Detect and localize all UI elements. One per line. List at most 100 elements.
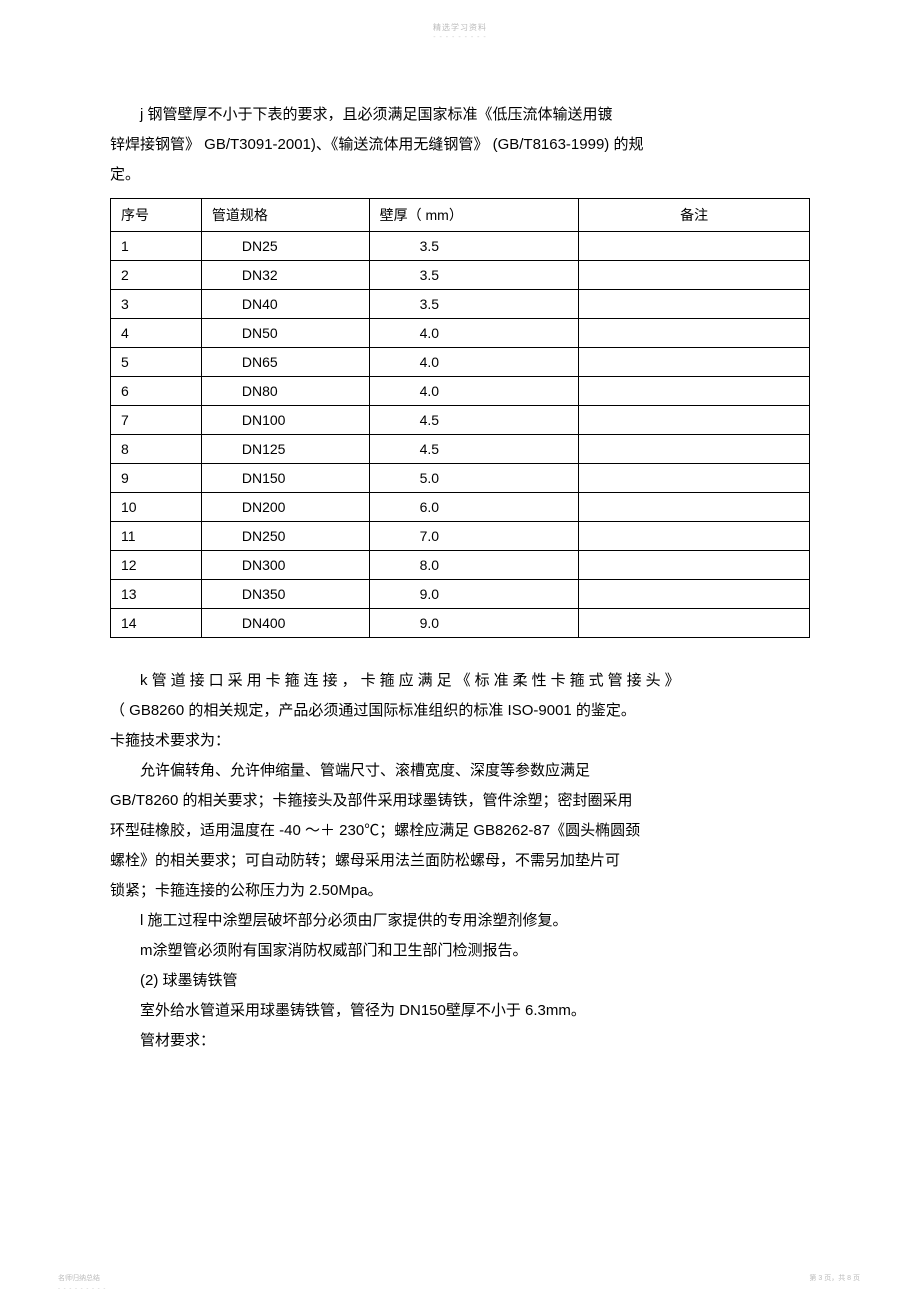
cell-spec: DN200 (201, 493, 369, 522)
cell-note (579, 377, 810, 406)
cell-thickness: 4.5 (369, 435, 579, 464)
table-row: 10DN2006.0 (111, 493, 810, 522)
body-k4: 允许偏转角、允许伸缩量、管端尺寸、滚槽宽度、深度等参数应满足 (110, 756, 810, 786)
body-k3: 卡箍技术要求为： (110, 726, 810, 756)
cell-no: 3 (111, 290, 202, 319)
cell-note (579, 261, 810, 290)
table-row: 4DN504.0 (111, 319, 810, 348)
body-k6: 环型硅橡胶，适用温度在 -40 ～＋ 230℃；螺栓应满足 GB8262-87《… (110, 816, 810, 846)
footer-left: 名师归纳总结 (58, 1273, 100, 1283)
pipe-thickness-table: 序号 管道规格 壁厚（ mm） 备注 1DN253.52DN323.53DN40… (110, 198, 810, 638)
header-watermark: 精选学习资料 (433, 22, 487, 33)
body-k1-prefix: k (140, 672, 152, 689)
cell-thickness: 4.0 (369, 319, 579, 348)
cell-spec: DN32 (201, 261, 369, 290)
cell-note (579, 493, 810, 522)
section-k: k 管道接口采用卡箍连接，卡箍应满足《标准柔性卡箍式管接头》 （ GB8260 … (110, 666, 810, 1056)
cell-spec: DN65 (201, 348, 369, 377)
intro-line-3: 定。 (110, 160, 810, 190)
cell-note (579, 551, 810, 580)
table-row: 14DN4009.0 (111, 609, 810, 638)
table-row: 6DN804.0 (111, 377, 810, 406)
cell-thickness: 6.0 (369, 493, 579, 522)
body-k8: 锁紧；卡箍连接的公称压力为 2.50Mpa。 (110, 876, 810, 906)
cell-thickness: 3.5 (369, 290, 579, 319)
cell-no: 7 (111, 406, 202, 435)
cell-spec: DN25 (201, 232, 369, 261)
body-m1: m涂塑管必须附有国家消防权威部门和卫生部门检测报告。 (110, 936, 810, 966)
intro-line-2: 锌焊接钢管》 GB/T3091-2001)、《输送流体用无缝钢管》 (GB/T8… (110, 130, 810, 160)
cell-no: 8 (111, 435, 202, 464)
cell-no: 1 (111, 232, 202, 261)
cell-note (579, 580, 810, 609)
body-k2: （ GB8260 的相关规定，产品必须通过国际标准组织的标准 ISO-9001 … (110, 696, 810, 726)
table-row: 13DN3509.0 (111, 580, 810, 609)
cell-no: 11 (111, 522, 202, 551)
cell-no: 10 (111, 493, 202, 522)
cell-no: 5 (111, 348, 202, 377)
cell-spec: DN50 (201, 319, 369, 348)
table-row: 2DN323.5 (111, 261, 810, 290)
cell-spec: DN40 (201, 290, 369, 319)
cell-note (579, 464, 810, 493)
body-k5: GB/T8260 的相关要求；卡箍接头及部件采用球墨铸铁，管件涂塑；密封圈采用 (110, 786, 810, 816)
table-row: 8DN1254.5 (111, 435, 810, 464)
cell-note (579, 232, 810, 261)
cell-thickness: 9.0 (369, 580, 579, 609)
cell-spec: DN100 (201, 406, 369, 435)
cell-no: 12 (111, 551, 202, 580)
cell-thickness: 3.5 (369, 261, 579, 290)
table-header-thickness: 壁厚（ mm） (369, 199, 579, 232)
body-k7: 螺栓》的相关要求；可自动防转；螺母采用法兰面防松螺母，不需另加垫片可 (110, 846, 810, 876)
cell-thickness: 3.5 (369, 232, 579, 261)
cell-spec: DN400 (201, 609, 369, 638)
table-header-note: 备注 (579, 199, 810, 232)
cell-no: 9 (111, 464, 202, 493)
cell-no: 4 (111, 319, 202, 348)
cell-thickness: 4.0 (369, 377, 579, 406)
cell-spec: DN125 (201, 435, 369, 464)
cell-spec: DN350 (201, 580, 369, 609)
cell-thickness: 8.0 (369, 551, 579, 580)
table-row: 1DN253.5 (111, 232, 810, 261)
footer-right: 第 3 页，共 8 页 (809, 1273, 860, 1283)
cell-note (579, 406, 810, 435)
table-row: 5DN654.0 (111, 348, 810, 377)
document-content: j 钢管壁厚不小于下表的要求，且必须满足国家标准《低压流体输送用镀 锌焊接钢管》… (110, 100, 810, 1056)
cell-spec: DN150 (201, 464, 369, 493)
table-row: 9DN1505.0 (111, 464, 810, 493)
table-header-spec: 管道规格 (201, 199, 369, 232)
cell-note (579, 522, 810, 551)
body-k1-spaced: 管道接口采用卡箍连接，卡箍应满足《标准柔性卡箍式管接头》 (152, 672, 684, 689)
body-k1: k 管道接口采用卡箍连接，卡箍应满足《标准柔性卡箍式管接头》 (110, 666, 810, 696)
cell-no: 14 (111, 609, 202, 638)
cell-note (579, 290, 810, 319)
cell-thickness: 7.0 (369, 522, 579, 551)
body-s2a: 室外给水管道采用球墨铸铁管，管径为 DN150壁厚不小于 6.3mm。 (110, 996, 810, 1026)
table-row: 7DN1004.5 (111, 406, 810, 435)
body-s2b: 管材要求： (110, 1026, 810, 1056)
cell-thickness: 4.5 (369, 406, 579, 435)
cell-spec: DN250 (201, 522, 369, 551)
intro-line-1: j 钢管壁厚不小于下表的要求，且必须满足国家标准《低压流体输送用镀 (110, 100, 810, 130)
header-dashes: - - - - - - - - - (433, 34, 487, 41)
cell-no: 2 (111, 261, 202, 290)
cell-note (579, 348, 810, 377)
cell-no: 13 (111, 580, 202, 609)
table-row: 11DN2507.0 (111, 522, 810, 551)
table-row: 3DN403.5 (111, 290, 810, 319)
table-row: 12DN3008.0 (111, 551, 810, 580)
cell-spec: DN300 (201, 551, 369, 580)
body-s2: (2) 球墨铸铁管 (110, 966, 810, 996)
cell-thickness: 9.0 (369, 609, 579, 638)
cell-spec: DN80 (201, 377, 369, 406)
cell-no: 6 (111, 377, 202, 406)
cell-note (579, 319, 810, 348)
cell-thickness: 5.0 (369, 464, 579, 493)
cell-note (579, 609, 810, 638)
footer-left-dashes: - - - - - - - - - (58, 1286, 106, 1292)
cell-note (579, 435, 810, 464)
body-l1: l 施工过程中涂塑层破坏部分必须由厂家提供的专用涂塑剂修复。 (110, 906, 810, 936)
table-header-no: 序号 (111, 199, 202, 232)
cell-thickness: 4.0 (369, 348, 579, 377)
